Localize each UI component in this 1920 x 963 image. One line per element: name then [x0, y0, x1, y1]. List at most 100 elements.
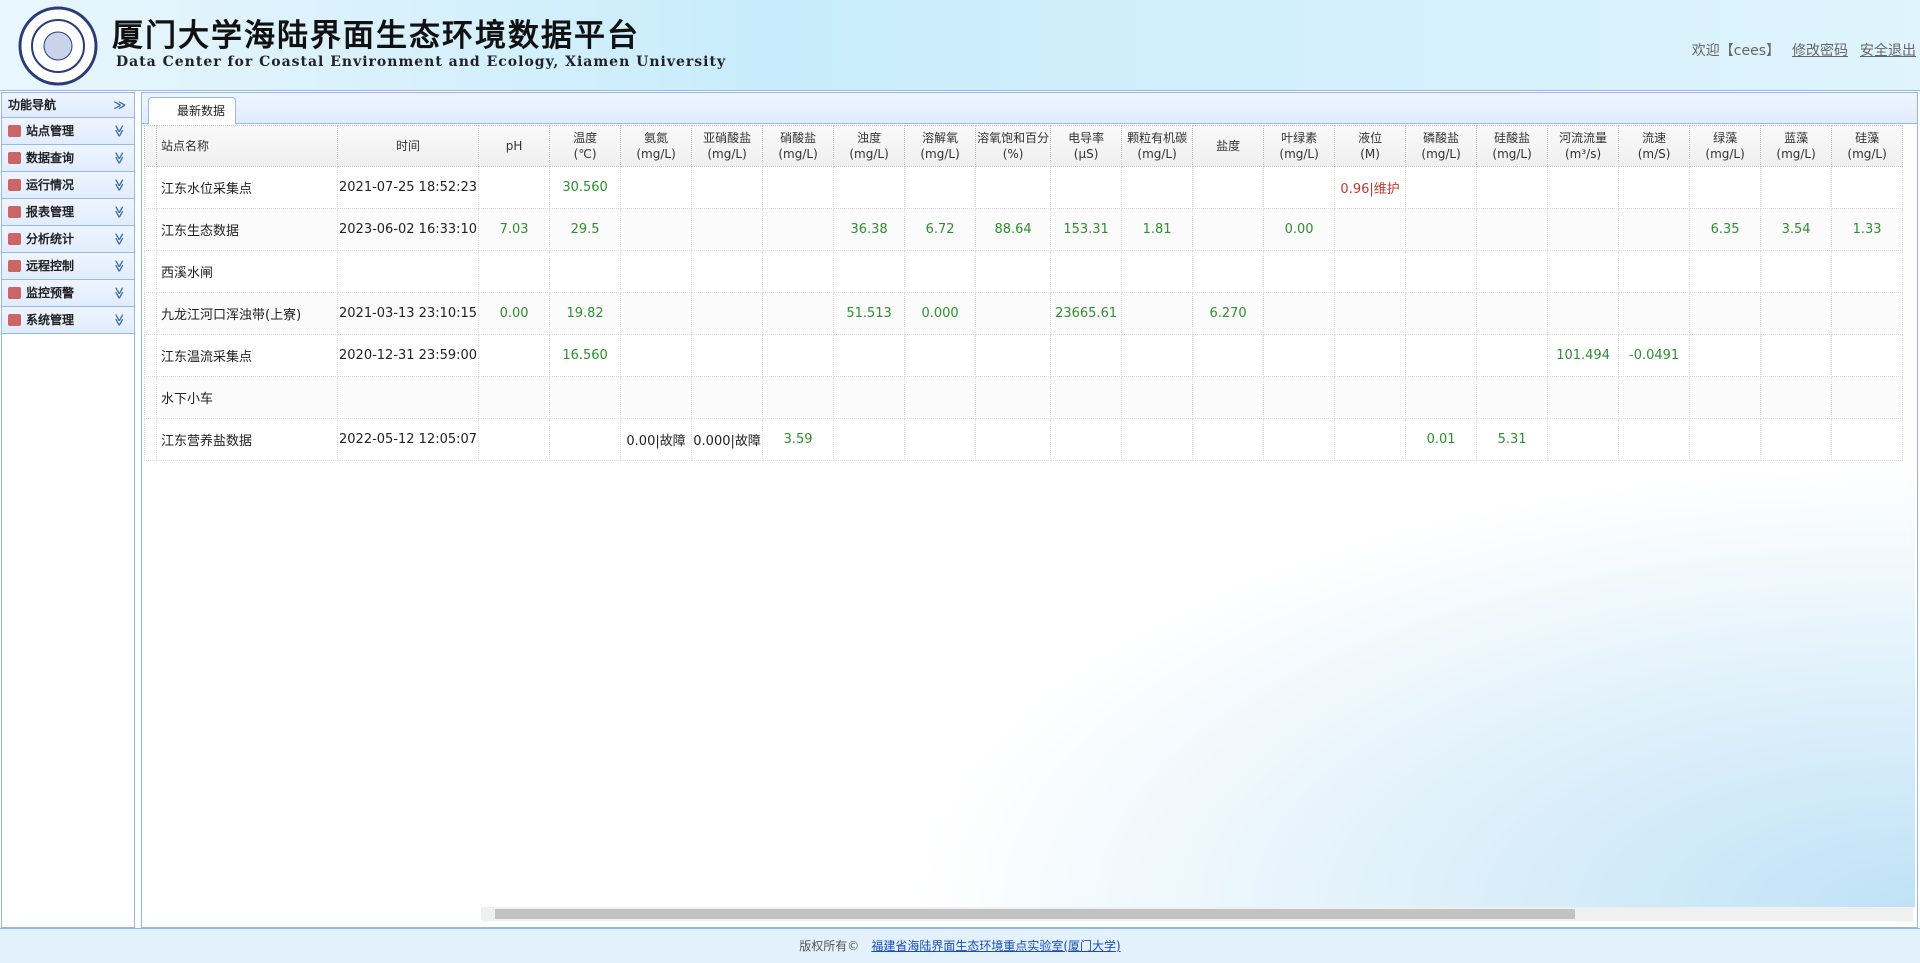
table-cell [620, 166, 693, 209]
nav-item[interactable]: 运行情况 [2, 172, 134, 199]
table-cell [1121, 292, 1194, 335]
nav-item[interactable]: 站点管理 [2, 118, 134, 145]
table-cell [1831, 376, 1904, 419]
table-cell [1476, 292, 1549, 335]
table-cell: 36.38 [833, 208, 906, 251]
table-cell [549, 376, 622, 419]
table-cell: 0.00 [1263, 208, 1336, 251]
data-grid: 站点名称 时间 pH 温度 (℃) 氨氮 (mg/L) 亚硝酸盐 (mg/L) 硝酸盐 (mg/L)… [144, 125, 1915, 907]
table-cell [975, 334, 1052, 377]
table-cell [1760, 334, 1833, 377]
table-cell [1760, 250, 1833, 293]
table-cell [1263, 334, 1336, 377]
table-cell [1547, 292, 1620, 335]
table-cell: 30.560 [549, 166, 622, 209]
table-cell [975, 376, 1052, 419]
table-cell: 江东水位采集点 [156, 166, 338, 209]
column-header: 颗粒有机碳 (mg/L) [1121, 125, 1194, 167]
table-row[interactable]: 水下小车 [144, 376, 1904, 419]
table-cell [975, 418, 1052, 461]
nav-item[interactable]: 报表管理 [2, 199, 134, 226]
column-name: 电导率 [1068, 131, 1105, 145]
table-row[interactable]: 江东温流采集点 2020-12-31 23:59:00 16.560 101.494-… [144, 334, 1904, 377]
table-cell: 2020-12-31 23:59:00 [336, 334, 480, 377]
scrollbar[interactable] [481, 907, 1913, 921]
nav-item[interactable]: 监控预警 [2, 280, 134, 307]
table-cell [1050, 376, 1123, 419]
table-cell [1831, 166, 1904, 209]
table-cell [762, 292, 835, 335]
table-cell [1263, 250, 1336, 293]
table-cell [1121, 250, 1194, 293]
table-row[interactable]: 江东营养盐数据 2022-05-12 12:05:07 0.00|故障 0.000|故… [144, 418, 1904, 461]
table-cell [620, 376, 693, 419]
column-name: 浊度 [857, 131, 882, 145]
table-row[interactable]: 江东水位采集点 2021-07-25 18:52:23 30.560 0.96|维护 [144, 166, 1904, 209]
logout[interactable]: 安全退出 [1860, 43, 1916, 59]
table-cell [1476, 166, 1549, 209]
nav-item[interactable]: 系统管理 [2, 307, 134, 334]
table-cell [904, 250, 977, 293]
table-cell: 0.000 [904, 292, 977, 335]
column-header: 硅藻 (mg/L) [1831, 125, 1904, 167]
table-cell [1831, 292, 1904, 335]
row-handle [144, 292, 157, 335]
table-row[interactable]: 西溪水闸 [144, 250, 1904, 293]
table-cell [478, 166, 551, 209]
table-cell [1334, 208, 1407, 251]
table-cell [1618, 166, 1691, 209]
table-cell [1476, 334, 1549, 377]
column-name: 盐度 [1216, 139, 1241, 153]
table-cell [1192, 334, 1265, 377]
table-cell [762, 208, 835, 251]
table-cell [1263, 166, 1336, 209]
table-cell: 6.72 [904, 208, 977, 251]
nav-item[interactable]: 数据查询 [2, 145, 134, 172]
scroll-thumb[interactable] [495, 909, 1575, 919]
table-cell: -0.0491 [1618, 334, 1691, 377]
table-cell [1547, 376, 1620, 419]
table-cell [1760, 418, 1833, 461]
nav-item[interactable]: 远程控制 [2, 253, 134, 280]
lab-link[interactable]: 福建省海陆界面生态环境重点实验室(厦门大学) [871, 939, 1121, 953]
table-row[interactable]: 江东生态数据 2023-06-02 16:33:10 7.03 29.5 36.38 6.… [144, 208, 1904, 251]
column-name: 蓝藻 [1784, 131, 1809, 145]
column-header: 温度 (℃) [549, 125, 622, 167]
sidebar-title[interactable]: 功能导航 [2, 93, 134, 118]
sidebar: 功能导航站点管理数据查询运行情况报表管理分析统计远程控制监控预警系统管理 [1, 92, 135, 928]
table-cell [1334, 292, 1407, 335]
table-cell [1405, 208, 1478, 251]
column-name: 液位 [1358, 131, 1383, 145]
table-cell [620, 250, 693, 293]
table-cell [1618, 208, 1691, 251]
column-unit: (mg/L) [1279, 147, 1319, 161]
table-cell: 2021-07-25 18:52:23 [336, 166, 480, 209]
site-title: 厦门大学海陆界面生态环境数据平台 [112, 18, 640, 54]
tab[interactable]: 最新数据 [148, 97, 237, 124]
table-cell: 2022-05-12 12:05:07 [336, 418, 480, 461]
table-cell [691, 292, 764, 335]
table-row[interactable]: 九龙江河口浑浊带(上寮) 2021-03-13 23:10:15 0.00 19.82… [144, 292, 1904, 335]
table-cell [975, 250, 1052, 293]
header-row: 站点名称 时间 pH 温度 (℃) 氨氮 (mg/L) 亚硝酸盐 (mg/L) 硝酸盐 (mg/L)… [144, 125, 1904, 167]
column-header: 河流流量 (m³/s) [1547, 125, 1620, 167]
column-name: 溶氧饱和百分 [977, 131, 1050, 145]
table-cell: 7.03 [478, 208, 551, 251]
table-cell [1547, 208, 1620, 251]
table-cell [1760, 166, 1833, 209]
nav-item[interactable]: 分析统计 [2, 226, 134, 253]
table-cell: 九龙江河口浑浊带(上寮) [156, 292, 338, 335]
column-name: 绿藻 [1713, 131, 1738, 145]
table-cell: 江东生态数据 [156, 208, 338, 251]
table-cell: 西溪水闸 [156, 250, 338, 293]
column-name: 叶绿素 [1281, 131, 1318, 145]
table-cell: 江东温流采集点 [156, 334, 338, 377]
table-cell [1050, 418, 1123, 461]
column-name: 硅酸盐 [1494, 131, 1531, 145]
table-cell [1547, 250, 1620, 293]
footer: 版权所有© 福建省海陆界面生态环境重点实验室(厦门大学) [0, 928, 1920, 963]
change-password[interactable]: 修改密码 [1792, 43, 1848, 59]
column-unit: (mg/L) [849, 147, 889, 161]
column-header: 氨氮 (mg/L) [620, 125, 693, 167]
